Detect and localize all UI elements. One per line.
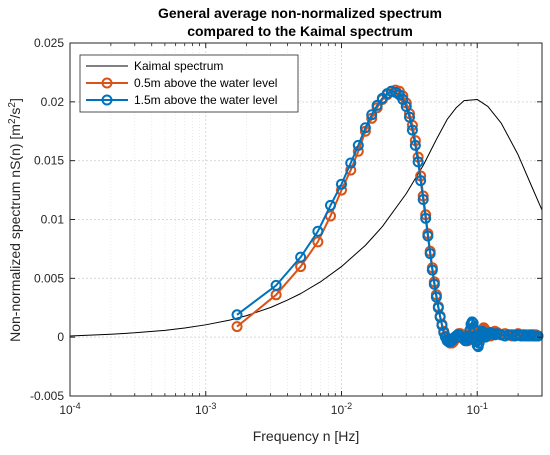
x-tick-label-base: 10 xyxy=(331,403,345,417)
data-point xyxy=(312,225,324,237)
y-axis-label-sup2: 2 xyxy=(7,102,18,108)
y-axis-label-prefix: Non-normalized spectrum nS(n) [m xyxy=(7,124,23,342)
data-point xyxy=(335,178,347,190)
data-point xyxy=(325,199,336,211)
x-tick-label-exponent: -2 xyxy=(344,401,352,411)
x-axis-label: Frequency n [Hz] xyxy=(253,428,360,444)
series-layer xyxy=(69,84,544,353)
legend-05m-marker xyxy=(101,77,113,89)
series-line xyxy=(69,98,543,337)
data-point xyxy=(406,124,418,136)
data-point xyxy=(463,330,475,342)
data-point xyxy=(359,122,371,134)
data-point xyxy=(436,319,448,331)
x-tick-label: 10-1 xyxy=(467,401,488,417)
data-point xyxy=(430,291,442,303)
data-point xyxy=(366,109,378,121)
data-point xyxy=(426,264,438,276)
legend-15m-label: 1.5m above the water level xyxy=(134,93,277,107)
data-point xyxy=(422,230,434,242)
y-tick-label: 0 xyxy=(57,330,64,344)
legend-05m-label: 0.5m above the water level xyxy=(134,76,277,90)
y-axis-label-suffix: ] xyxy=(7,98,23,102)
series-2 xyxy=(231,85,544,353)
ticks: 10-4 10-3 10-2 10-1-0.00500.0050.010.0150.0… xyxy=(30,36,542,417)
y-tick-label: -0.005 xyxy=(30,389,64,403)
x-tick-label-exponent: -1 xyxy=(480,401,488,411)
data-point xyxy=(424,248,436,260)
x-tick-label-exponent: -3 xyxy=(208,401,216,411)
x-tick-label: 10-4 xyxy=(59,401,80,417)
data-point xyxy=(420,212,432,224)
data-point xyxy=(417,194,429,205)
x-tick-label: 10-3 xyxy=(195,401,216,417)
chart-subtitle: compared to the Kaimal spectrum xyxy=(187,23,413,39)
series-0 xyxy=(69,98,543,337)
data-point xyxy=(415,175,427,187)
x-tick-label-base: 10 xyxy=(467,403,481,417)
data-point xyxy=(400,101,412,113)
y-axis-label-mid: /s xyxy=(7,108,23,119)
data-point xyxy=(428,278,440,290)
legend-kaimal-label: Kaimal spectrum xyxy=(134,59,223,73)
data-point xyxy=(467,317,479,329)
x-tick-label-exponent: -4 xyxy=(73,401,81,411)
data-point xyxy=(352,139,364,151)
y-tick-label: 0.015 xyxy=(34,154,64,168)
chart-title: General average non-normalized spectrum xyxy=(158,5,442,21)
data-point xyxy=(295,251,307,263)
data-point xyxy=(404,111,415,123)
y-tick-label: 0.025 xyxy=(34,36,64,50)
y-tick-label: 0.005 xyxy=(34,271,64,285)
data-point xyxy=(409,139,421,151)
x-tick-label: 10-2 xyxy=(331,401,352,417)
data-point xyxy=(231,309,243,321)
legend-15m-marker xyxy=(101,94,113,106)
data-point xyxy=(345,164,357,176)
data-point xyxy=(345,157,357,169)
x-tick-label-base: 10 xyxy=(59,403,73,417)
data-point xyxy=(270,279,282,291)
y-axis-label-sup1: 2 xyxy=(7,118,18,124)
y-axis-label: Non-normalized spectrum nS(n) [m2/s2] xyxy=(7,98,24,342)
x-tick-label-base: 10 xyxy=(195,403,209,417)
data-point xyxy=(231,321,243,333)
data-point xyxy=(412,156,424,168)
y-tick-label: 0.01 xyxy=(41,213,65,227)
data-point xyxy=(312,236,324,248)
data-point xyxy=(371,99,383,111)
legend: Kaimal spectrum 0.5m above the water lev… xyxy=(79,54,299,113)
y-tick-label: 0.02 xyxy=(41,95,65,109)
